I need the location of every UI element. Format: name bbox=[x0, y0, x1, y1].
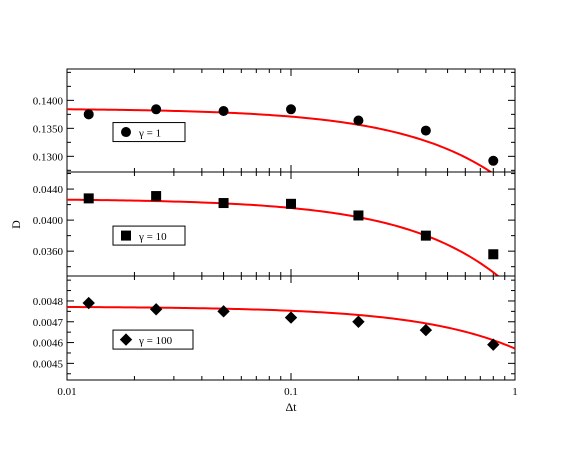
y-tick-label: 0.0045 bbox=[33, 358, 64, 370]
fit-line bbox=[67, 108, 493, 172]
data-point bbox=[286, 104, 296, 115]
panel-frame bbox=[66, 68, 516, 173]
x-tick-label: 1 bbox=[512, 386, 518, 398]
data-point bbox=[352, 315, 365, 328]
chart-panels: 0.1300 0.1350 0.1400 γ = 1 0.0360 0.0400 0.044… bbox=[33, 68, 516, 381]
y-tick-label: 0.0048 bbox=[33, 296, 64, 308]
data-point bbox=[151, 191, 162, 202]
data-point bbox=[218, 105, 229, 116]
data-point bbox=[218, 198, 229, 209]
data-point bbox=[83, 109, 94, 120]
data-point bbox=[353, 210, 364, 221]
legend-box bbox=[112, 122, 186, 143]
data-point bbox=[284, 311, 298, 324]
data-point bbox=[83, 193, 94, 204]
data-point bbox=[149, 303, 163, 316]
legend-box bbox=[112, 329, 194, 350]
data-point bbox=[488, 155, 499, 166]
data-point bbox=[420, 230, 431, 241]
y-tick-label: 0.0360 bbox=[33, 246, 64, 258]
y-tick-label: 0.1350 bbox=[33, 123, 64, 135]
x-tick-label: 0.01 bbox=[57, 386, 76, 398]
data-point bbox=[420, 125, 431, 136]
legend-marker bbox=[121, 127, 131, 138]
x-tick-label: 0.1 bbox=[284, 386, 298, 398]
data-point bbox=[353, 115, 364, 126]
y-tick-label: 0.0400 bbox=[33, 215, 64, 227]
x-axis-title: Δt bbox=[285, 400, 297, 414]
data-point bbox=[151, 104, 162, 115]
y-tick-label: 0.0047 bbox=[33, 317, 64, 329]
data-point bbox=[487, 338, 500, 351]
data-point bbox=[419, 323, 433, 337]
y-tick-label: 0.1300 bbox=[33, 151, 64, 163]
panel-3: 0.0045 0.0046 0.0047 0.0048 γ = 100 bbox=[33, 275, 516, 381]
legend-marker bbox=[119, 333, 133, 346]
legend-label: γ = 100 bbox=[138, 335, 173, 347]
legend-marker bbox=[121, 230, 131, 241]
data-point bbox=[217, 305, 230, 318]
panel-1: 0.1300 0.1350 0.1400 γ = 1 bbox=[33, 68, 516, 173]
y-tick-label: 0.1400 bbox=[33, 95, 64, 107]
panel-2: 0.0360 0.0400 0.0440 γ = 10 bbox=[33, 171, 516, 277]
data-point bbox=[82, 296, 95, 310]
data-point bbox=[286, 198, 296, 209]
legend-label: γ = 10 bbox=[138, 231, 167, 243]
legend-label: γ = 1 bbox=[138, 128, 161, 140]
panel-frame bbox=[66, 171, 516, 277]
fit-line bbox=[67, 306, 515, 350]
x-axis: 0.01 0.1 1 bbox=[57, 386, 517, 398]
y-tick-label: 0.0440 bbox=[33, 184, 64, 196]
data-point bbox=[488, 249, 499, 260]
y-axis-title: D bbox=[9, 220, 23, 229]
y-tick-label: 0.0046 bbox=[33, 338, 64, 350]
